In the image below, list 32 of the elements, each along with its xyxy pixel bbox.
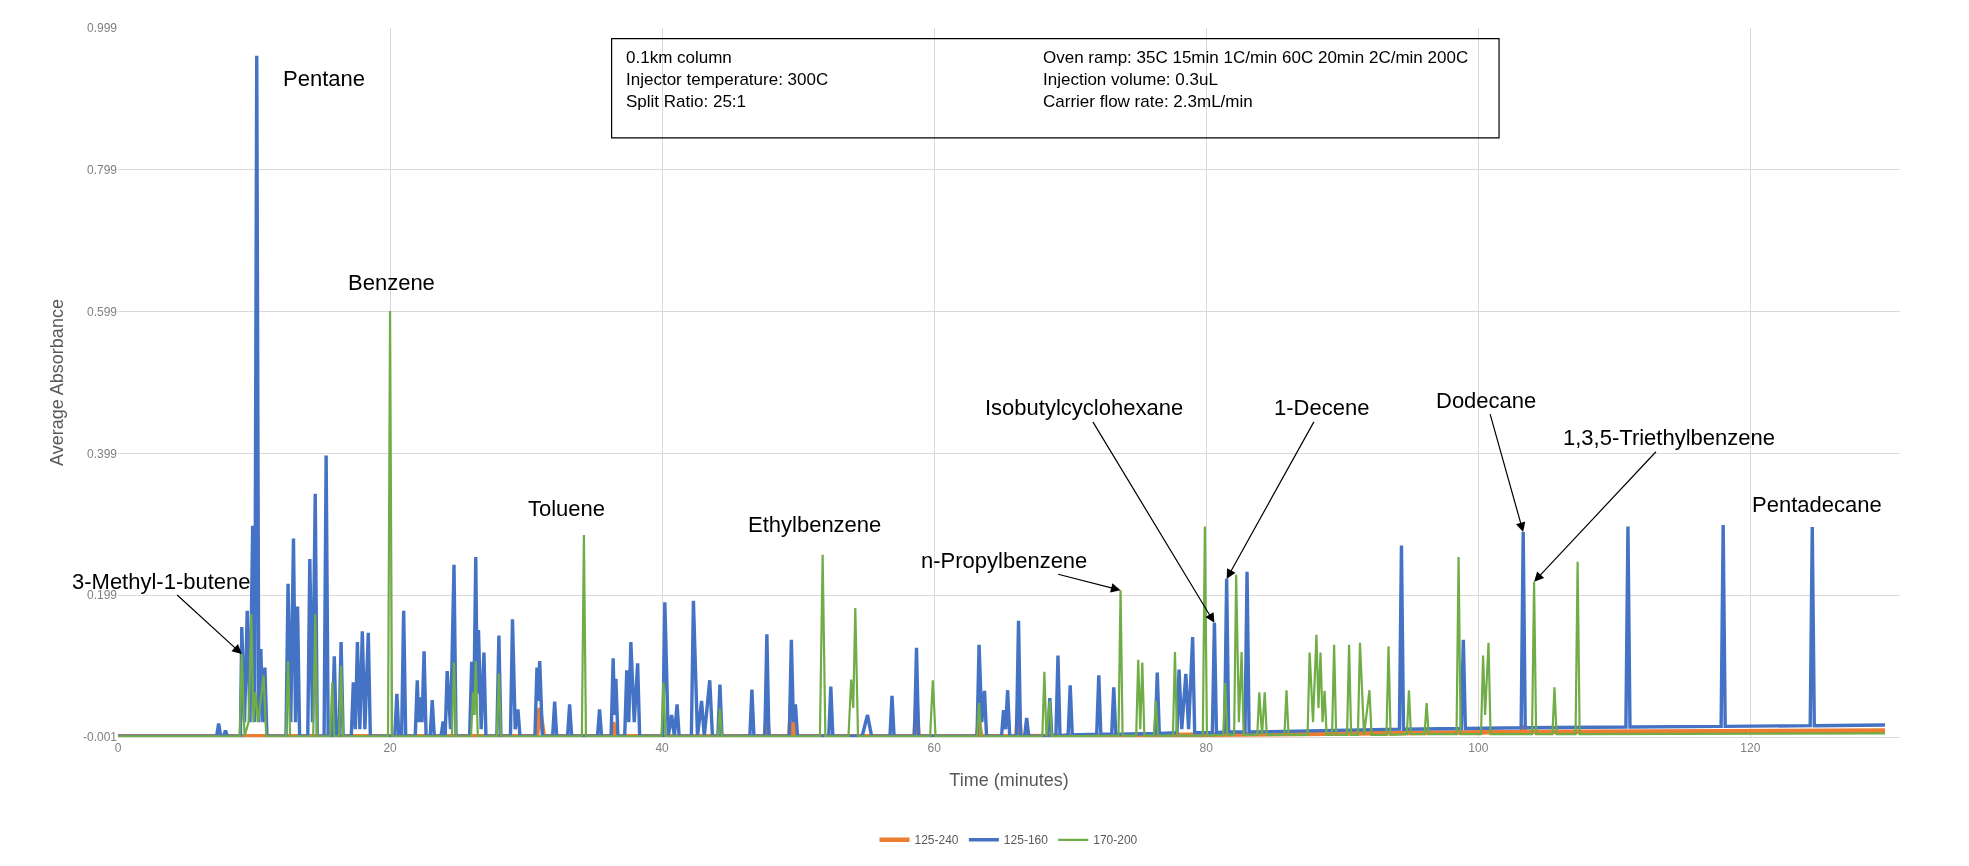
x-tick-label: 20: [383, 741, 398, 756]
annotation: Pentadecane: [1752, 492, 1882, 517]
annotation: Benzene: [348, 270, 435, 295]
y-tick-label: 0.799: [86, 163, 118, 177]
legend-label: 125-160: [1003, 833, 1049, 848]
annotation: Toluene: [528, 496, 606, 521]
annotation: Ethylbenzene: [748, 512, 882, 537]
x-tick-label: 80: [1199, 741, 1214, 756]
annotation: Dodecane: [1436, 388, 1537, 413]
annotation: Carrier flow rate: 2.3mL/min: [1043, 92, 1253, 112]
annotation: 0.1km column: [626, 48, 732, 67]
y-axis-title: Average Absorbance: [47, 299, 68, 466]
annotation: Pentane: [283, 66, 365, 91]
x-tick-label: 60: [927, 741, 942, 756]
annotation: Oven ramp: 35C 15min 1C/min 60C 20min 2C/min 200C: [1043, 48, 1469, 67]
x-tick-label: 120: [1740, 741, 1761, 756]
x-axis-title: Time (minutes): [949, 769, 1069, 790]
annotation: Split Ratio: 25:1: [626, 92, 747, 112]
y-tick-label: 0.999: [86, 21, 118, 36]
annotation: Injection volume: 0.3uL: [1043, 70, 1218, 90]
legend-label: 125-240: [914, 833, 959, 848]
y-tick-label: 0.599: [86, 304, 118, 319]
x-tick-label: 40: [655, 741, 670, 756]
x-tick-label: 0: [114, 741, 122, 756]
annotation: n-Propylbenzene: [921, 548, 1088, 573]
y-tick-label: 0.399: [86, 446, 118, 461]
annotation: Isobutylcyclohexane: [985, 395, 1184, 420]
annotation: 1,3,5-Triethylbenzene: [1563, 425, 1775, 450]
annotation: 1-Decene: [1274, 395, 1370, 420]
x-tick-label: 100: [1468, 741, 1489, 756]
annotation: Injector temperature: 300C: [626, 70, 829, 90]
legend-label: 170-200: [1093, 833, 1138, 848]
